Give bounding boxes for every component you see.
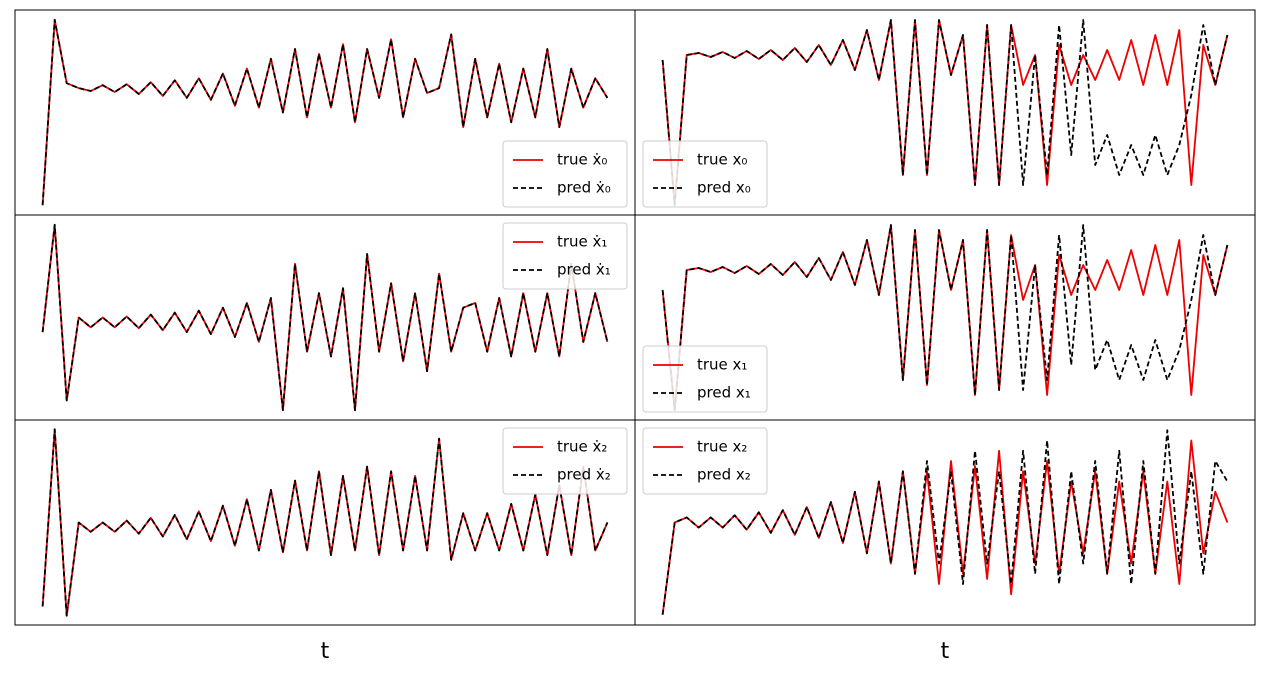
legend-box bbox=[642, 427, 768, 495]
series-line bbox=[661, 429, 1229, 615]
legend-label: true ẋ₁ bbox=[557, 233, 607, 251]
legend-label: pred x₁ bbox=[697, 384, 751, 402]
legend-box bbox=[502, 140, 628, 208]
legend-label: pred ẋ₁ bbox=[557, 261, 611, 279]
legend-label: pred x₂ bbox=[697, 466, 751, 484]
x-axis-label: t bbox=[941, 639, 950, 664]
series-line bbox=[41, 223, 609, 412]
legend-label: true x₂ bbox=[697, 438, 747, 456]
series-line bbox=[661, 224, 1229, 411]
x-axis-label: t bbox=[321, 639, 330, 664]
legend-box bbox=[502, 222, 628, 290]
legend-label: true ẋ₀ bbox=[557, 151, 607, 169]
series-line bbox=[41, 428, 609, 617]
series-line bbox=[41, 18, 609, 206]
legend-label: pred x₀ bbox=[697, 179, 751, 197]
series-line bbox=[661, 19, 1229, 206]
legend-label: true x₁ bbox=[697, 356, 747, 374]
legend-label: pred ẋ₀ bbox=[557, 179, 611, 197]
axes-frame bbox=[634, 419, 1256, 626]
legend-label: pred ẋ₂ bbox=[557, 466, 611, 484]
legend-box bbox=[502, 427, 628, 495]
legend-box bbox=[642, 140, 768, 208]
legend-label: true ẋ₂ bbox=[557, 438, 607, 456]
legend-label: true x₀ bbox=[697, 151, 747, 169]
legend-box bbox=[642, 345, 768, 413]
series-line bbox=[661, 19, 1229, 206]
